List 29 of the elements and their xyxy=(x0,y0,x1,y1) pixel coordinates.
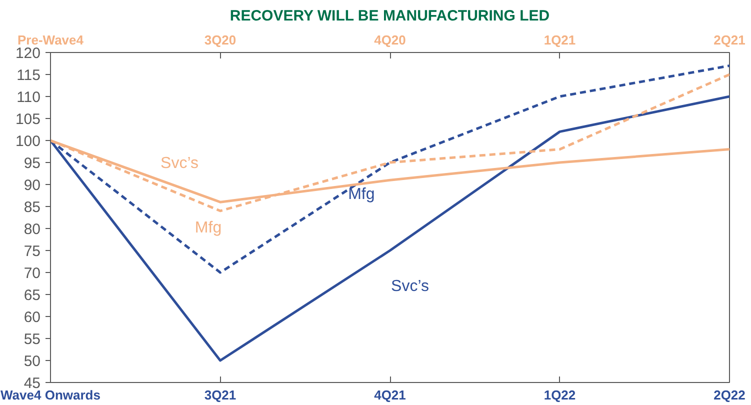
text: 4Q20 xyxy=(374,32,406,48)
y-tick-label: 120 xyxy=(15,45,41,62)
x-tick-label: 3Q21 xyxy=(204,388,236,402)
series-label: Mfg xyxy=(194,219,222,236)
y-tick-label: 70 xyxy=(24,265,41,282)
y-tick-label: 105 xyxy=(15,111,41,128)
series-label: Svc’s xyxy=(391,278,429,295)
y-tick-label: 75 xyxy=(24,243,41,260)
y-tick-label: 55 xyxy=(24,331,41,348)
text: Pre-Wave4 xyxy=(18,32,84,48)
series-label: Mfg xyxy=(348,186,375,203)
chart-title: RECOVERY WILL BE MANUFACTURING LED xyxy=(230,8,550,24)
x-tick-label: 4Q21 xyxy=(374,388,406,402)
y-tick-label: 100 xyxy=(15,133,41,150)
text: 3Q20 xyxy=(204,32,236,48)
x-tick-label: 2Q22 xyxy=(714,388,746,402)
y-tick-label: 50 xyxy=(24,353,41,370)
y-tick-label: 90 xyxy=(24,177,41,194)
x-tick-label: 1Q22 xyxy=(544,388,576,402)
y-tick-label: 60 xyxy=(24,309,41,326)
text: 1Q21 xyxy=(544,32,576,48)
y-tick-label: 110 xyxy=(16,89,41,106)
text: 2Q21 xyxy=(714,32,746,48)
y-tick-label: 65 xyxy=(24,287,41,304)
y-tick-label: 80 xyxy=(24,221,41,238)
y-tick-label: 115 xyxy=(16,67,41,84)
y-tick-label: 95 xyxy=(24,155,41,172)
series-label: Svc’s xyxy=(160,154,198,172)
y-tick-label: 85 xyxy=(24,199,41,216)
